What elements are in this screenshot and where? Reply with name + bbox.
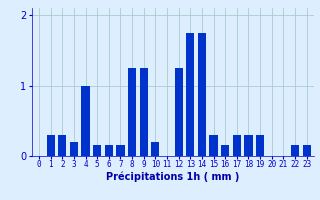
X-axis label: Précipitations 1h ( mm ): Précipitations 1h ( mm ) (106, 172, 239, 182)
Bar (140, 68, 148, 156)
Bar (70, 142, 78, 156)
Bar (174, 68, 183, 156)
Bar (58, 135, 66, 156)
Bar (186, 33, 194, 156)
Bar (210, 135, 218, 156)
Bar (82, 86, 90, 156)
Bar (151, 142, 159, 156)
Bar (256, 135, 264, 156)
Bar (116, 145, 124, 156)
Bar (105, 145, 113, 156)
Bar (93, 145, 101, 156)
Bar (128, 68, 136, 156)
Bar (244, 135, 252, 156)
Bar (302, 145, 311, 156)
Bar (233, 135, 241, 156)
Bar (291, 145, 299, 156)
Bar (221, 145, 229, 156)
Bar (198, 33, 206, 156)
Bar (46, 135, 55, 156)
